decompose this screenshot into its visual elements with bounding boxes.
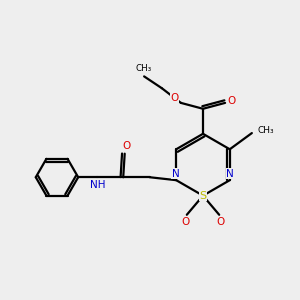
Text: CH₃: CH₃: [135, 64, 152, 73]
Text: O: O: [170, 94, 178, 103]
Text: N: N: [226, 169, 234, 179]
Text: S: S: [200, 190, 207, 201]
Text: CH₃: CH₃: [258, 126, 274, 135]
Text: NH: NH: [90, 181, 106, 190]
Text: O: O: [181, 217, 190, 227]
Text: O: O: [227, 96, 236, 106]
Text: O: O: [217, 217, 225, 227]
Text: O: O: [122, 141, 130, 151]
Text: N: N: [172, 169, 179, 179]
